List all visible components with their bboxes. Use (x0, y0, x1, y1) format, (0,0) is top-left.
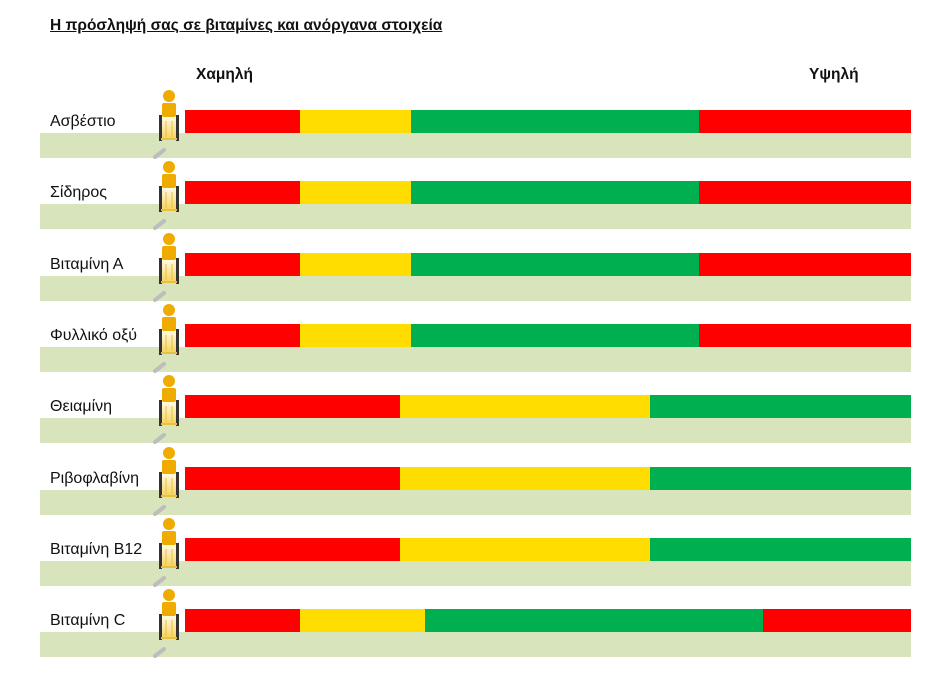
range-segment-red (185, 323, 300, 347)
range-segment-green (410, 252, 699, 276)
nutrient-row: Σίδηρος (0, 161, 928, 251)
range-bar (185, 323, 911, 347)
range-bar (185, 181, 911, 205)
range-segment-yellow (299, 181, 411, 205)
intake-marker-icon (151, 446, 187, 518)
nutrient-row: Βιταμίνη Α (0, 232, 928, 323)
range-segment-red (185, 181, 300, 205)
range-segment-yellow (299, 323, 411, 347)
page-title: Η πρόσληψή σας σε βιταμίνες και ανόργανα… (50, 17, 443, 34)
range-segment-yellow (299, 609, 425, 633)
nutrient-label: Ασβέστιο (50, 113, 116, 130)
range-segment-green (410, 323, 699, 347)
intake-marker-icon (151, 374, 187, 446)
range-segment-green (410, 181, 699, 205)
range-segment-yellow (299, 252, 411, 276)
range-segment-yellow (399, 395, 650, 419)
nutrient-label: Βιταμίνη Α (50, 255, 124, 273)
range-segment-yellow (399, 466, 650, 490)
legend-low-label: Χαμηλή (196, 66, 253, 83)
range-segment-red (185, 609, 300, 633)
range-segment-red (185, 110, 300, 133)
nutrient-row: Ριβοφλαβίνη (0, 446, 928, 537)
nutrient-label: Ριβοφλαβίνη (50, 469, 140, 487)
row-background (40, 418, 911, 444)
intake-marker-icon (151, 160, 187, 232)
range-segment-green (424, 609, 763, 633)
intake-marker-icon (151, 232, 187, 304)
range-segment-red (699, 110, 911, 133)
nutrient-label: Φυλλικό οξύ (50, 326, 138, 344)
range-segment-red (762, 609, 911, 633)
range-bar (185, 609, 911, 633)
range-segment-green (410, 110, 699, 133)
row-background (40, 204, 911, 230)
intake-marker-icon (151, 303, 187, 375)
range-segment-red (699, 252, 911, 276)
range-segment-red (185, 466, 400, 490)
range-segment-red (699, 181, 911, 205)
nutrient-row: Βιταμίνη Β12 (0, 517, 928, 608)
range-segment-yellow (299, 110, 411, 133)
nutrient-row: Ασβέστιο (0, 90, 928, 180)
intake-marker-icon (151, 517, 187, 589)
intake-marker-icon (151, 89, 187, 161)
range-bar (185, 110, 911, 133)
range-bar (185, 466, 911, 490)
row-background (40, 632, 911, 658)
range-bar (185, 395, 911, 419)
range-segment-green (649, 466, 911, 490)
nutrient-label: Θειαμίνη (50, 398, 113, 416)
nutrient-row: Βιταμίνη C (0, 589, 928, 679)
nutrient-label: Βιταμίνη Β12 (50, 540, 143, 558)
nutrient-row: Θειαμίνη (0, 375, 928, 465)
range-segment-red (185, 537, 400, 561)
range-bar (185, 252, 911, 276)
range-segment-red (699, 323, 911, 347)
range-segment-yellow (399, 537, 650, 561)
nutrient-label: Βιταμίνη C (50, 612, 126, 630)
legend-high-label: Υψηλή (809, 66, 859, 83)
row-background (40, 489, 911, 515)
nutrient-row: Φυλλικό οξύ (0, 303, 928, 394)
row-background (40, 133, 911, 158)
range-segment-red (185, 395, 400, 419)
nutrient-label: Σίδηρος (50, 184, 107, 202)
row-background (40, 560, 911, 586)
range-segment-red (185, 252, 300, 276)
range-segment-green (649, 395, 911, 419)
row-background (40, 275, 911, 301)
range-bar (185, 537, 911, 561)
row-background (40, 346, 911, 372)
range-segment-green (649, 537, 911, 561)
intake-marker-icon (151, 588, 187, 660)
